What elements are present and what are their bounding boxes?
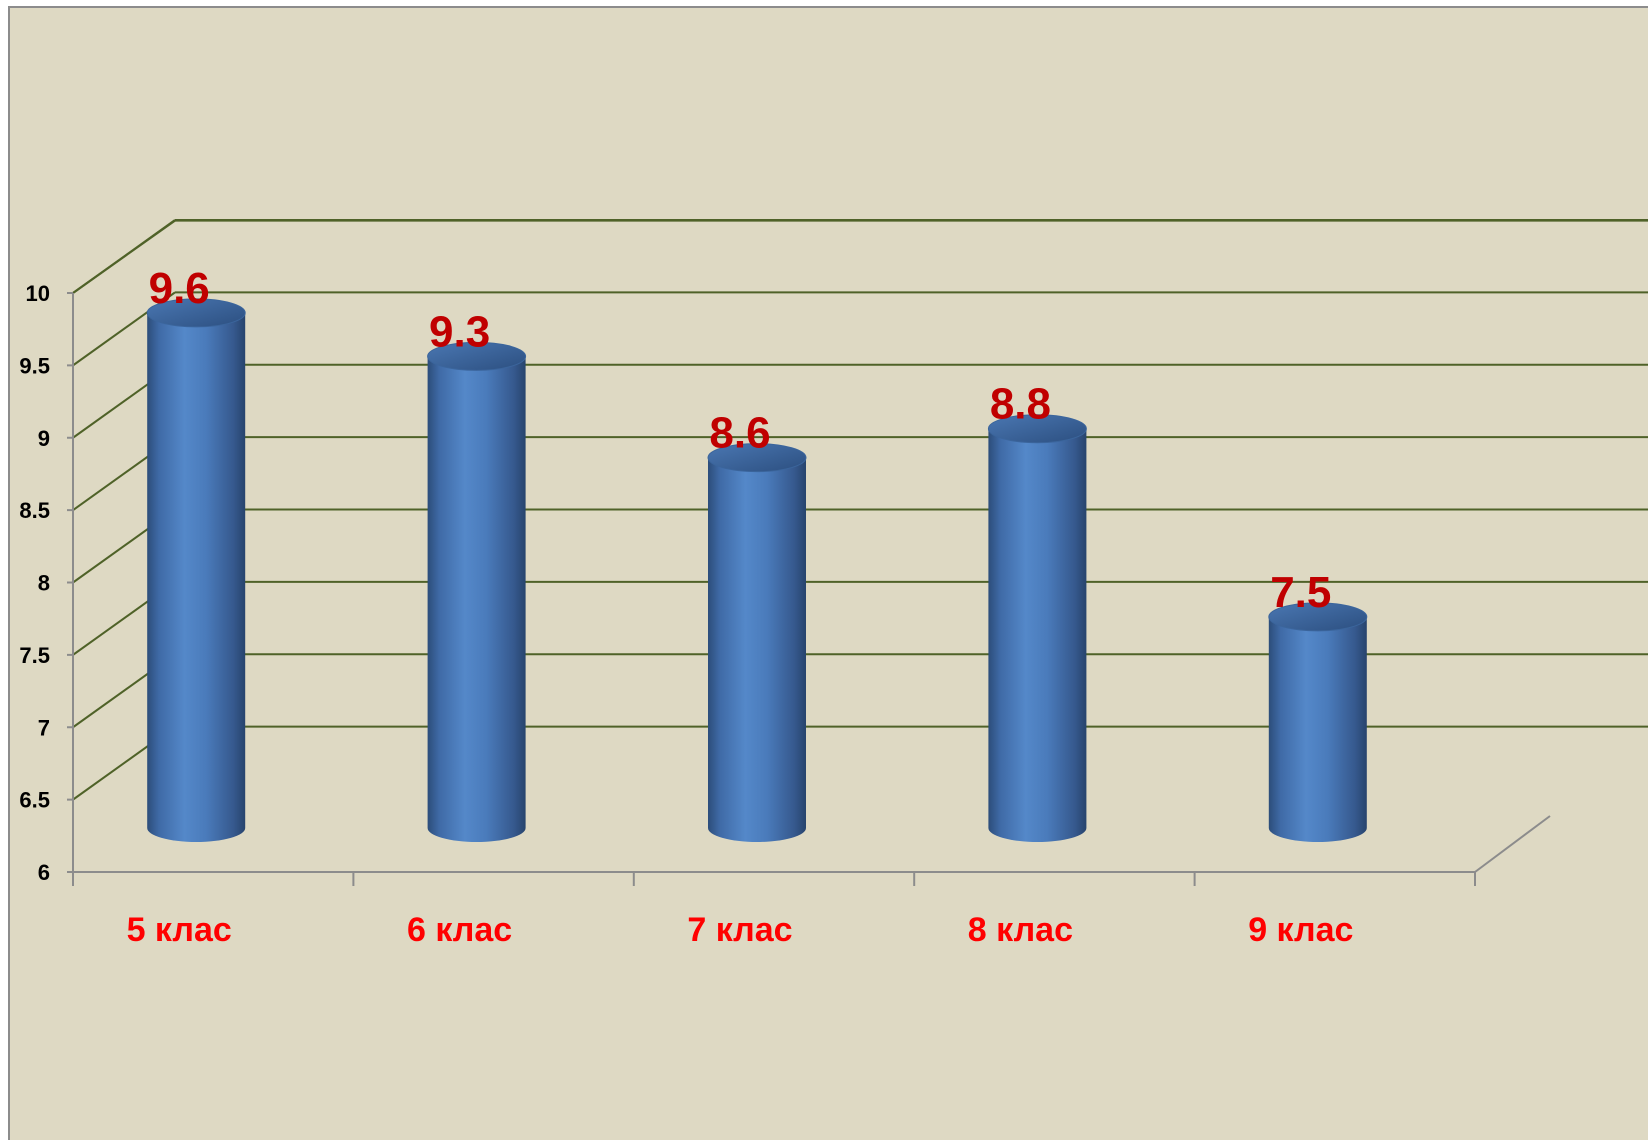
y-tick-label: 10 xyxy=(26,281,50,306)
side-gridline xyxy=(72,219,176,294)
data-label: 8.6 xyxy=(709,409,770,458)
bars xyxy=(146,298,1368,843)
bar-5 xyxy=(1268,602,1368,842)
bar-body xyxy=(1268,616,1367,842)
data-label: 8.8 xyxy=(990,380,1051,429)
bar-body xyxy=(988,428,1087,843)
category-label: 8 клас xyxy=(968,911,1073,949)
data-label: 9.6 xyxy=(149,264,210,313)
y-tick-label: 9 xyxy=(38,426,50,451)
bar-cap xyxy=(427,341,527,371)
bar-body xyxy=(147,312,246,842)
y-tick-label: 9.5 xyxy=(19,353,50,378)
bar-3 xyxy=(707,443,807,842)
y-tick-label: 7.5 xyxy=(19,643,50,668)
labels: 6 6.5 7 7.5 8 8.5 9 9.5 10 9.6 5 клас 9.3 6 клас 8.6 7… xyxy=(19,264,1353,949)
bar-cap xyxy=(146,298,246,328)
y-tick-label: 8.5 xyxy=(19,498,50,523)
category-label: 5 клас xyxy=(127,911,232,949)
bar-1 xyxy=(146,298,246,842)
floor-edge xyxy=(1474,815,1551,873)
bar-cap xyxy=(1268,602,1368,632)
bar-2 xyxy=(427,341,527,842)
y-tick-label: 7 xyxy=(38,715,50,740)
category-label: 9 клас xyxy=(1248,911,1353,949)
y-tick-label: 6 xyxy=(38,860,50,885)
data-label: 7.5 xyxy=(1270,568,1331,617)
category-label: 6 клас xyxy=(407,911,512,949)
y-tick-label: 8 xyxy=(38,571,50,596)
gridlines xyxy=(72,219,1648,801)
data-label: 9.3 xyxy=(429,307,490,356)
bar-cap xyxy=(707,443,807,473)
bar-4 xyxy=(987,414,1087,843)
bar-body xyxy=(427,356,526,842)
bar-body xyxy=(708,457,806,842)
axes xyxy=(67,292,1551,886)
category-label: 7 клас xyxy=(687,911,792,949)
y-tick-label: 6.5 xyxy=(19,788,50,813)
chart-area xyxy=(8,6,1648,1140)
bar-cap xyxy=(987,414,1087,444)
